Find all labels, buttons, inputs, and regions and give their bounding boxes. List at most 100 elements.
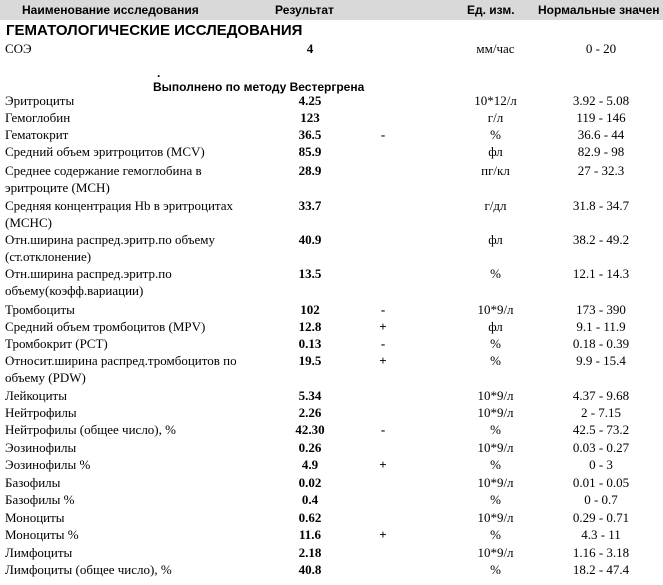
row-unit: % (490, 562, 501, 577)
row-norm: 12.1 - 14.3 (572, 266, 630, 281)
row-name: Моноциты % (5, 527, 79, 542)
row-norm: 38.2 - 49.2 (572, 232, 630, 247)
row-norm: 0 - 3 (589, 457, 613, 472)
row-flag: - (380, 302, 386, 317)
row-unit: % (490, 422, 501, 437)
row-value: 0.02 (298, 475, 322, 490)
row-flag: + (379, 319, 387, 334)
row-unit: % (490, 353, 501, 368)
row-name: СОЭ (5, 41, 32, 56)
row-value: 13.5 (298, 266, 322, 281)
row-unit: фл (488, 144, 503, 159)
row-norm: 173 - 390 (576, 302, 626, 317)
row-name: Относит.ширина распред.тромбоцитов по об… (5, 353, 237, 385)
row-unit: 10*9/л (477, 405, 514, 420)
row-name: Нейтрофилы (общее число), % (5, 422, 176, 437)
row-name: Базофилы (5, 475, 61, 490)
row-unit: пг/кл (481, 163, 510, 178)
row-value: 0.13 (298, 336, 322, 351)
row-value: 11.6 (298, 527, 322, 542)
row-unit: % (490, 127, 501, 142)
header-name: Наименование исследования (22, 3, 199, 17)
row-norm: 0.01 - 0.05 (572, 475, 630, 490)
row-norm: 4.37 - 9.68 (572, 388, 630, 403)
row-value: 33.7 (298, 198, 322, 213)
row-norm: 119 - 146 (576, 110, 626, 125)
row-name: Отн.ширина распред.эритр.по объему (ст.о… (5, 232, 215, 264)
row-value: 102 (300, 302, 320, 317)
row-name: Моноциты (5, 510, 65, 525)
row-norm: 36.6 - 44 (577, 127, 625, 142)
row-unit: % (490, 266, 501, 281)
row-norm: 1.16 - 3.18 (572, 545, 630, 560)
row-norm: 31.8 - 34.7 (572, 198, 630, 213)
row-value: 5.34 (298, 388, 322, 403)
row-unit: 10*9/л (477, 388, 514, 403)
header-result: Результат (275, 3, 334, 17)
row-norm: 3.92 - 5.08 (572, 93, 630, 108)
row-value: 40.9 (298, 232, 322, 247)
header-unit: Ед. изм. (467, 3, 515, 17)
row-norm: 4.3 - 11 (581, 527, 621, 542)
row-unit: 10*12/л (474, 93, 517, 108)
row-value: 4 (306, 41, 314, 56)
row-unit: % (490, 527, 501, 542)
row-flag: + (379, 457, 387, 472)
row-value: 42.30 (295, 422, 325, 437)
row-norm: 0.18 - 0.39 (572, 336, 630, 351)
row-unit: % (490, 336, 501, 351)
row-norm: 82.9 - 98 (577, 144, 625, 159)
row-flag: + (379, 527, 387, 542)
row-value: 2.26 (298, 405, 322, 420)
row-value: 85.9 (298, 144, 322, 159)
row-name: Тромбокрит (PCT) (5, 336, 108, 351)
row-flag: - (380, 127, 386, 142)
header-norm: Нормальные значен (538, 3, 660, 17)
row-norm: 0.29 - 0.71 (572, 510, 630, 525)
row-name: Средний объем тромбоцитов (MPV) (5, 319, 206, 334)
row-name: Нейтрофилы (5, 405, 77, 420)
row-unit: 10*9/л (477, 545, 514, 560)
row-unit: мм/час (476, 41, 515, 56)
row-norm: 27 - 32.3 (577, 163, 625, 178)
row-name: Эритроциты (5, 93, 75, 108)
row-name: Лимфоциты (общее число), % (5, 562, 172, 577)
row-norm: 0 - 0.7 (584, 492, 618, 507)
method-text: Выполнено по методу Вестергрена (153, 80, 365, 94)
row-norm: 18.2 - 47.4 (572, 562, 630, 577)
row-value: 4.25 (298, 93, 322, 108)
row-norm: 0.03 - 0.27 (572, 440, 630, 455)
row-flag: - (380, 422, 386, 437)
row-value: 12.8 (298, 319, 322, 334)
method-dot: . (157, 66, 161, 80)
row-value: 40.8 (298, 562, 322, 577)
row-unit: фл (488, 319, 503, 334)
row-name: Эозинофилы (5, 440, 77, 455)
row-name: Средний объем эритроцитов (MCV) (5, 144, 205, 159)
row-name: Тромбоциты (5, 302, 75, 317)
row-name: Базофилы % (5, 492, 75, 507)
row-unit: % (490, 457, 501, 472)
row-norm: 9.1 - 11.9 (576, 319, 626, 334)
table-header: Наименование исследования Результат Ед. … (0, 0, 663, 20)
row-value: 19.5 (298, 353, 322, 368)
row-name: Гемоглобин (5, 110, 71, 125)
row-name: Лимфоциты (5, 545, 73, 560)
row-unit: фл (488, 232, 503, 247)
row-norm: 2 - 7.15 (580, 405, 622, 420)
method-note: . Выполнено по методу Вестергрена (140, 66, 430, 94)
row-value: 36.5 (298, 127, 322, 142)
row-value: 4.9 (301, 457, 319, 472)
row-unit: 10*9/л (477, 475, 514, 490)
row-value: 0.4 (301, 492, 319, 507)
row-unit: г/л (487, 110, 504, 125)
row-name: Гематокрит (5, 127, 69, 142)
row-unit: 10*9/л (477, 440, 514, 455)
row-norm: 0 - 20 (585, 41, 617, 56)
row-value: 28.9 (298, 163, 322, 178)
row-value: 2.18 (298, 545, 322, 560)
row-name: Отн.ширина распред.эритр.по объему(коэфф… (5, 266, 172, 298)
row-value: 123 (300, 110, 320, 125)
row-name: Среднее содержание гемоглобина в эритроц… (5, 163, 202, 195)
row-norm: 42.5 - 73.2 (572, 422, 630, 437)
